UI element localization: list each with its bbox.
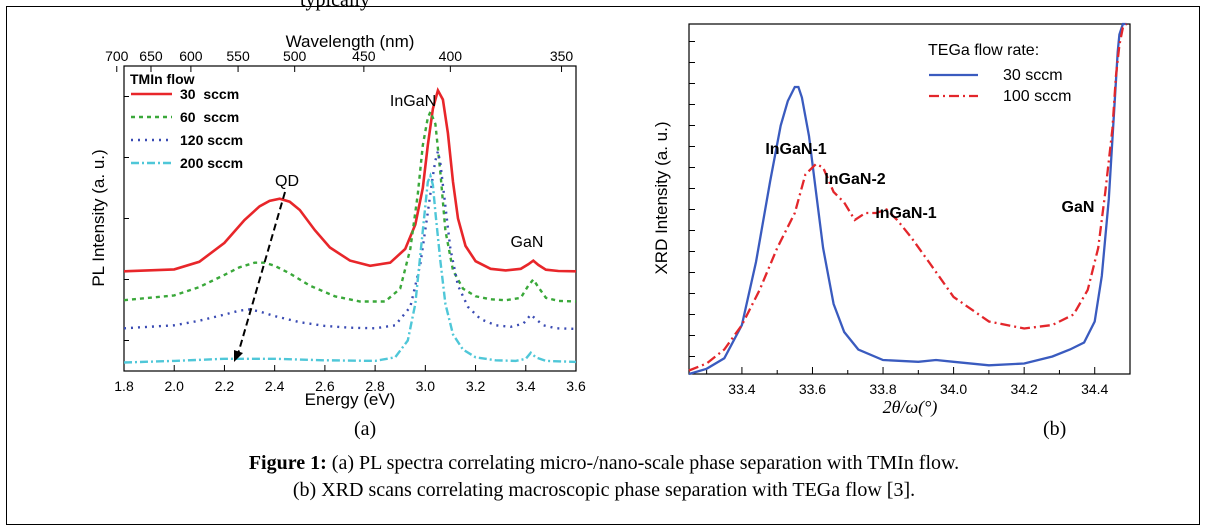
- pl-x-tick-label: 3.2: [466, 378, 486, 394]
- xrd-x-ticks: 33.4 33.6 33.8 34.0 34.2 34.4: [706, 367, 1109, 397]
- xrd-series-group: [688, 22, 1128, 376]
- xrd-x-tick-label: 33.8: [869, 381, 896, 397]
- pl-x-tick-label: 3.0: [416, 378, 436, 394]
- xrd-x-axis-label: 2θ/ω(°): [883, 397, 938, 418]
- figure-caption-label: Figure 1:: [248, 452, 327, 474]
- pl-top-tick-label: 600: [179, 48, 203, 64]
- xrd-x-tick-label: 33.4: [728, 381, 755, 397]
- pl-x-tick-label: 1.8: [114, 378, 134, 394]
- pl-top-tick-label: 700: [105, 48, 129, 64]
- pl-annotation-ingan: InGaN: [390, 93, 436, 110]
- pl-x-tick-label: 2.4: [265, 378, 285, 394]
- panel-label-b: (b): [1043, 418, 1067, 440]
- xrd-legend: 30 sccm 100 sccm: [929, 67, 1071, 105]
- pl-top-tick-label: 550: [226, 48, 250, 64]
- figure-caption-line1: Figure 1: (a) PL spectra correlating mic…: [0, 452, 1208, 475]
- pl-x-tick-label: 3.4: [516, 378, 536, 394]
- pl-series-line-3: [123, 151, 577, 331]
- pl-top-tick-label: 450: [352, 48, 376, 64]
- qd-shift-arrowhead: [234, 350, 243, 362]
- top-cut-text: typically: [300, 0, 370, 11]
- pl-annotation-gan: GaN: [511, 234, 544, 251]
- pl-legend: 30 sccm 60 sccm 120 sccm 200 sccm: [131, 86, 243, 171]
- xrd-annotation-gan: GaN: [1062, 199, 1095, 216]
- pl-legend-label: 30 sccm: [180, 86, 239, 102]
- pl-top-tick-label: 350: [550, 48, 574, 64]
- pl-annotation-qd: QD: [275, 173, 299, 190]
- pl-series-group: [123, 86, 577, 364]
- xrd-x-tick-label: 34.0: [940, 381, 967, 397]
- pl-top-tick-label: 650: [139, 48, 163, 64]
- xrd-annotation-ingan2: InGaN-2: [824, 171, 885, 188]
- pl-series-line-1: [123, 86, 577, 273]
- xrd-x-tick-label: 34.2: [1011, 381, 1038, 397]
- xrd-x-tick-label: 33.6: [799, 381, 826, 397]
- pl-y-ticks: [124, 96, 129, 341]
- pl-legend-label: 200 sccm: [180, 155, 243, 171]
- xrd-y-axis-label: XRD Intensity (a. u.): [652, 121, 671, 274]
- xrd-plot-area: [688, 23, 1131, 375]
- figure-caption-text1: (a) PL spectra correlating micro-/nano-s…: [331, 452, 960, 474]
- xrd-legend-label: 100 sccm: [1003, 88, 1071, 105]
- xrd-series-line-2: [688, 23, 1128, 372]
- pl-x-tick-label: 2.2: [215, 378, 235, 394]
- pl-x-ticks: 1.8 2.0 2.2 2.4 2.6 2.8 3.0 3.2 3.4 3.6: [114, 365, 586, 394]
- pl-top-tick-label: 500: [283, 48, 307, 64]
- pl-x-tick-label: 2.6: [315, 378, 335, 394]
- xrd-legend-label: 30 sccm: [1003, 67, 1063, 84]
- xrd-annotation-ingan1-left: InGaN-1: [765, 141, 826, 158]
- xrd-x-tick-label: 34.4: [1081, 381, 1108, 397]
- pl-chart: 1.8 2.0 2.2 2.4 2.6 2.8 3.0 3.2 3.4 3.6 700 650 600…: [89, 32, 586, 409]
- pl-legend-label: 60 sccm: [180, 109, 239, 125]
- pl-y-axis-label: PL Intensity (a. u.): [89, 149, 108, 286]
- pl-x-tick-label: 3.6: [566, 378, 586, 394]
- pl-top-axis-label: Wavelength (nm): [286, 32, 415, 51]
- qd-shift-arrow-line: [237, 191, 286, 355]
- pl-x-axis-label: Energy (eV): [305, 390, 396, 409]
- figure-frame: [6, 6, 1200, 525]
- xrd-y-ticks: [689, 41, 695, 357]
- xrd-annotation-ingan1-right: InGaN-1: [875, 205, 936, 222]
- xrd-legend-title: TEGa flow rate:: [928, 42, 1039, 59]
- xrd-series-line-1: [688, 22, 1127, 376]
- pl-top-tick-label: 400: [439, 48, 463, 64]
- figure-caption-line2: (b) XRD scans correlating macroscopic ph…: [292, 479, 916, 501]
- pl-top-ticks: 700 650 600 550 500 450 400 350: [105, 48, 573, 72]
- pl-legend-label: 120 sccm: [180, 132, 243, 148]
- panel-label-a: (a): [354, 418, 377, 440]
- pl-legend-title: TMIn flow: [130, 71, 195, 87]
- pl-series-line-4: [123, 172, 577, 364]
- pl-x-tick-label: 2.0: [164, 378, 184, 394]
- pl-x-tick-label: 2.8: [365, 378, 385, 394]
- xrd-chart: 33.4 33.6 33.8 34.0 34.2 34.4 2θ/ω(°) XRD Int…: [652, 22, 1131, 418]
